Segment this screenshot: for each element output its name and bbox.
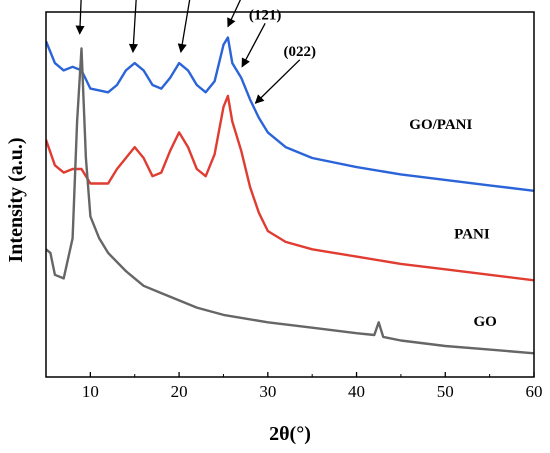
x-tick-label: 10 [82, 382, 99, 401]
peak-arrow [75, 0, 85, 35]
x-tick-label: 60 [526, 382, 543, 401]
x-tick-label: 40 [348, 382, 365, 401]
x-axis-title: 2θ(°) [269, 423, 311, 445]
series-label-go: GO [474, 314, 497, 330]
peak-arrow [227, 0, 242, 28]
series-labels: GO/PANI PANI GO [409, 117, 497, 330]
peak-arrow [177, 0, 191, 54]
x-tick-label: 20 [171, 382, 188, 401]
peak-arrow [254, 59, 301, 104]
peak-label: (022) [284, 44, 317, 60]
series-label-pani: PANI [454, 226, 490, 242]
x-tick-label: 30 [259, 382, 276, 401]
series-line-go [46, 47, 534, 355]
y-axis-title: Intensity (a.u.) [5, 137, 27, 262]
x-axis-ticks: 10 20 30 40 50 60 [45, 372, 543, 401]
series-label-go-pani: GO/PANI [409, 117, 472, 133]
peak-arrow [241, 22, 266, 68]
peak-annotations: (001)(011)(020)(200)(121)(022) [75, 0, 317, 104]
x-tick-label: 50 [437, 382, 454, 401]
plot-frame [45, 11, 535, 378]
plot-area [46, 36, 534, 355]
series-line-go-pani [46, 36, 534, 192]
series-line-pani [46, 94, 534, 282]
peak-arrow [128, 0, 138, 54]
peak-label: (121) [249, 7, 282, 23]
